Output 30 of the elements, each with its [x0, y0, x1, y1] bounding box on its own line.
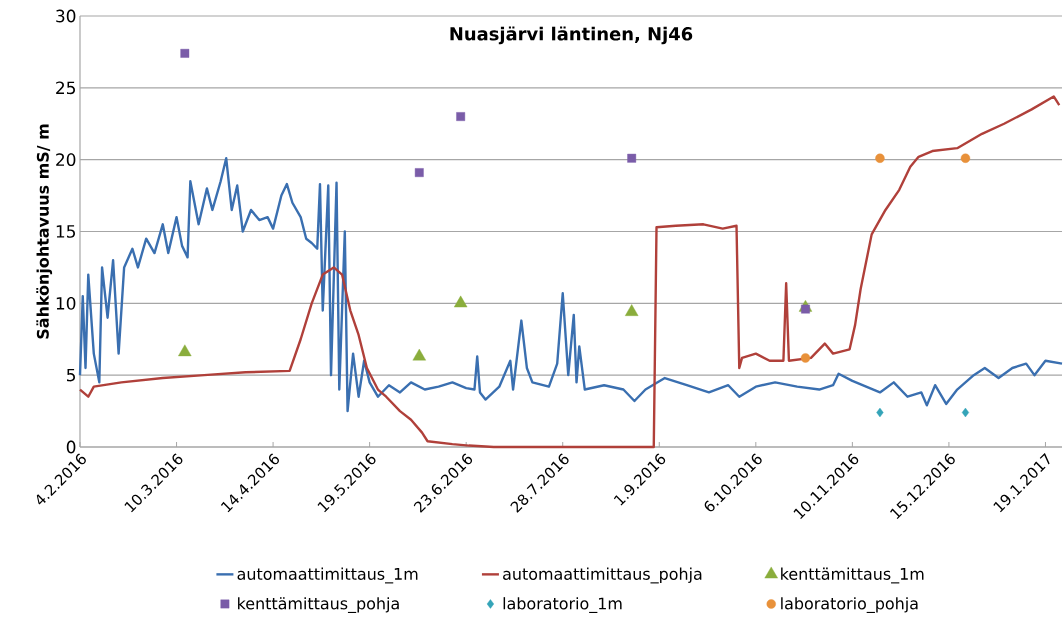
line-series — [78, 157, 1064, 413]
point — [456, 112, 466, 121]
point — [627, 153, 637, 163]
y-tick-label: 0 — [66, 440, 76, 454]
y-tick-label: 15 — [56, 225, 75, 238]
point — [875, 153, 885, 163]
point — [412, 348, 426, 361]
point — [801, 304, 810, 314]
y-axis-title: Sähkönjohtavuus mS/ m — [36, 124, 53, 339]
point — [625, 304, 639, 316]
legend-label: automaattimittaus_1m — [237, 567, 418, 584]
point — [876, 407, 884, 418]
point — [960, 153, 971, 163]
text: Nuasjärvi läntinen, Nj46 — [450, 26, 693, 45]
point — [454, 295, 468, 308]
y-tick-label: 10 — [56, 296, 76, 310]
point — [800, 353, 811, 363]
legend-label: kenttämittaus_pohja — [238, 597, 399, 614]
legend-label: kenttämittaus_1m — [781, 567, 924, 584]
point — [414, 168, 424, 177]
y-tick-label: 30 — [56, 9, 76, 23]
legend-label: automaattimittaus_pohja — [503, 567, 702, 584]
point — [961, 407, 970, 418]
legend-label: laboratorio_pohja — [781, 597, 918, 614]
point — [180, 48, 190, 58]
legend-label: laboratorio_1m — [503, 597, 622, 614]
y-tick-label: 25 — [56, 81, 75, 95]
point — [178, 344, 192, 357]
y-tick-label: 20 — [56, 153, 76, 167]
y-tick-label: 5 — [67, 368, 75, 382]
